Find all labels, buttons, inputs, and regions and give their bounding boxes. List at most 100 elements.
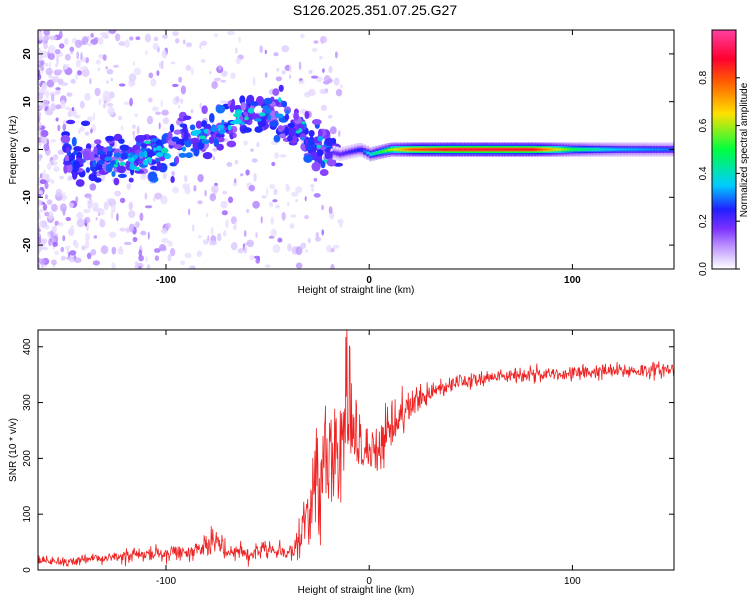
spectrogram-ridge-blob	[92, 170, 97, 176]
spectrogram-noise-blob	[114, 190, 121, 197]
spectrogram-noise-blob	[38, 258, 46, 265]
spectrogram-noise-blob	[51, 203, 58, 212]
spectrogram-peak-blob	[143, 150, 148, 156]
spectrogram-ridge-blob	[65, 146, 70, 154]
spectrogram-noise-blob	[335, 88, 343, 97]
spectrogram-noise-blob	[52, 154, 59, 161]
spectrogram-noise-blob	[44, 110, 53, 116]
spectrogram-noise-blob	[48, 61, 52, 70]
spectrogram-noise-blob	[105, 80, 109, 84]
spectrogram-peak-blob	[119, 161, 126, 166]
spectrogram-noise-blob	[38, 193, 42, 198]
spectrogram-noise-blob	[51, 76, 60, 83]
spectrogram-band-cell	[527, 148, 531, 151]
spectrogram-noise-blob	[333, 77, 340, 86]
spectrogram-noise-blob	[148, 72, 154, 79]
spectrogram-noise-blob	[136, 125, 140, 135]
spectrogram-noise-blob	[64, 245, 71, 250]
spectrogram-noise-blob	[90, 32, 94, 38]
spectrogram-peak-blob	[142, 159, 149, 166]
spectrogram-noise-blob	[175, 38, 180, 44]
spectrogram-noise-blob	[182, 39, 186, 45]
spectrogram-noise-blob	[238, 36, 241, 43]
spectrogram-noise-blob	[117, 115, 123, 121]
spectrogram-noise-blob	[214, 77, 222, 82]
spectrogram-band-cell	[369, 153, 373, 156]
spectrogram-noise-blob	[191, 224, 195, 232]
spectrogram-noise-blob	[327, 114, 333, 119]
spectrogram-noise-blob	[250, 148, 254, 152]
spectrogram-ridge-blob	[304, 110, 310, 120]
spectrogram-noise-blob	[70, 51, 74, 55]
spectrogram-band-cell	[539, 148, 543, 151]
spectrogram-noise-blob	[171, 170, 175, 177]
spectrogram-noise-blob	[205, 212, 209, 218]
spectrogram-noise-blob	[44, 62, 49, 67]
spectrogram-ridge-blob	[170, 176, 175, 183]
spectrogram-band-cell	[411, 148, 415, 151]
spectrogram-noise-blob	[200, 59, 206, 63]
spectrogram-noise-blob	[43, 169, 46, 177]
spectrogram-noise-blob	[291, 191, 299, 197]
spectrogram-noise-blob	[62, 123, 67, 132]
spectrogram-peak-blob	[129, 162, 135, 168]
spectrogram-noise-blob	[74, 114, 81, 119]
spectrogram-ridge-blob	[208, 136, 215, 144]
spectrogram-noise-blob	[167, 254, 172, 262]
spectrogram-ridge-blob	[120, 152, 128, 160]
spectrogram-noise-blob	[38, 264, 41, 269]
spectrogram-band-cell	[509, 148, 513, 151]
spectrogram-y-ticks: -20 -10 0 10 20	[22, 48, 674, 252]
spectrogram-ridge-blob	[269, 120, 279, 128]
spectrogram-band-cell	[518, 148, 522, 151]
spectrogram-noise-blob	[51, 259, 57, 266]
spectrogram-noise-blob	[132, 132, 136, 141]
spectrogram-noise-blob	[175, 96, 180, 103]
spectrogram-noise-blob	[252, 200, 260, 209]
spectrogram-noise-blob	[156, 70, 160, 76]
spectrogram-noise-blob	[38, 154, 41, 163]
spectrogram-band-cell	[372, 152, 376, 155]
spectrogram-noise-blob	[84, 92, 91, 102]
spectrogram-band-cell	[445, 148, 449, 151]
spectrogram-noise-blob	[304, 214, 309, 220]
spectrogram-ridge-blob	[317, 149, 324, 157]
spectrogram-noise-blob	[321, 229, 325, 236]
spectrogram-peak-blob	[201, 139, 210, 145]
spectrogram-band-cell	[332, 151, 336, 154]
spectrogram-band-cell	[585, 148, 589, 151]
spectrogram-noise-blob	[93, 235, 98, 239]
spectrogram-noise-blob	[49, 35, 58, 41]
spectrogram-band-cell	[619, 148, 623, 151]
spectrogram-ridge-blob	[111, 171, 116, 177]
y-tick-label: 0	[22, 567, 33, 573]
spectrogram-noise-blob	[211, 81, 218, 89]
spectrogram-noise-blob	[115, 33, 121, 42]
snr-frame	[37, 329, 675, 571]
spectrogram-noise-blob	[140, 173, 147, 181]
spectrogram-peak-blob	[181, 146, 187, 152]
spectrogram-noise-blob	[80, 52, 83, 61]
spectrogram-noise-blob	[55, 117, 59, 122]
spectrogram-noise-blob	[80, 66, 88, 71]
spectrogram-noise-blob	[44, 211, 50, 217]
spectrogram-noise-blob	[117, 247, 124, 255]
spectrogram-ridge-blob	[277, 125, 284, 133]
spectrogram-band-cell	[399, 148, 403, 151]
spectrogram-noise-blob	[298, 61, 302, 71]
spectrogram-noise-blob	[182, 183, 189, 190]
spectrogram-noise-blob	[328, 65, 333, 74]
spectrogram-band-cell	[628, 148, 632, 151]
spectrogram-band-cell	[488, 148, 492, 151]
spectrogram-noise-blob	[55, 87, 61, 91]
spectrogram-noise-blob	[300, 242, 307, 249]
spectrogram-noise-blob	[47, 45, 56, 54]
colorbar: 0.0 0.2 0.4 0.6 0.8 Normalized spectral ampl…	[698, 29, 750, 276]
spectrogram-band-cell	[375, 151, 379, 154]
spectrogram-noise-blob	[330, 264, 335, 269]
spectrogram-noise-blob	[64, 38, 69, 45]
spectrogram-noise-blob	[270, 228, 277, 237]
x-tick-label: 100	[564, 576, 581, 587]
spectrogram-noise-blob	[274, 152, 279, 159]
spectrogram-noise-blob	[161, 227, 168, 235]
